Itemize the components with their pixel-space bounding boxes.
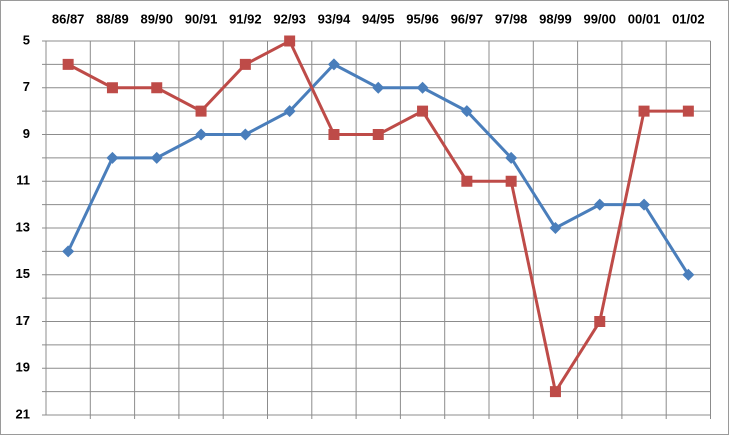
x-tick-label: 90/91	[185, 11, 218, 26]
marker	[195, 128, 208, 141]
marker	[682, 105, 694, 117]
x-tick-label: 01/02	[672, 11, 705, 26]
marker	[549, 386, 561, 398]
marker	[638, 198, 651, 211]
x-tick-label: 94/95	[362, 11, 395, 26]
marker	[106, 82, 118, 94]
marker	[327, 58, 340, 71]
marker	[372, 129, 384, 140]
marker	[638, 105, 650, 117]
marker	[328, 129, 340, 140]
y-tick-label: 13	[16, 219, 30, 234]
marker	[417, 105, 429, 117]
y-tick-label: 15	[16, 266, 30, 281]
marker	[460, 105, 473, 118]
marker	[62, 245, 75, 258]
marker	[106, 151, 119, 164]
y-tick-label: 21	[16, 406, 30, 421]
marker	[239, 58, 251, 70]
x-tick-label: 92/93	[273, 11, 306, 26]
x-tick-label: 96/97	[451, 11, 484, 26]
marker	[284, 35, 296, 47]
x-tick-label: 97/98	[495, 11, 528, 26]
y-tick-label: 9	[23, 126, 30, 141]
marker	[682, 268, 695, 281]
x-tick-label: 98/99	[539, 11, 572, 26]
x-tick-label: 93/94	[318, 11, 351, 26]
marker	[283, 105, 296, 118]
marker	[416, 81, 429, 94]
marker	[150, 151, 163, 164]
y-tick-label: 17	[16, 313, 30, 328]
y-tick-label: 5	[23, 32, 30, 47]
marker	[239, 128, 252, 141]
x-tick-label: 86/87	[52, 11, 85, 26]
marker	[593, 198, 606, 211]
marker	[372, 81, 385, 94]
x-tick-label: 95/96	[406, 11, 439, 26]
y-tick-label: 7	[23, 79, 30, 94]
marker	[151, 82, 163, 94]
marker	[461, 175, 473, 187]
marker	[505, 151, 518, 164]
marker	[505, 175, 517, 187]
x-tick-label: 99/00	[583, 11, 616, 26]
y-tick-label: 19	[16, 360, 30, 375]
marker	[594, 316, 606, 327]
x-tick-label: 88/89	[96, 11, 129, 26]
marker	[195, 105, 207, 117]
x-tick-label: 91/92	[229, 11, 262, 26]
x-tick-label: 89/90	[140, 11, 173, 26]
marker	[62, 58, 74, 70]
x-tick-label: 00/01	[628, 11, 661, 26]
y-tick-label: 11	[16, 173, 30, 188]
marker	[549, 222, 562, 234]
